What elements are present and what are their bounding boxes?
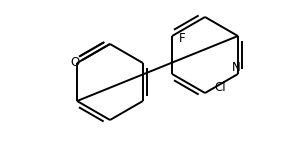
Text: F: F: [179, 32, 186, 45]
Text: Cl: Cl: [214, 81, 226, 93]
Text: N: N: [231, 61, 240, 73]
Text: O: O: [71, 55, 80, 69]
